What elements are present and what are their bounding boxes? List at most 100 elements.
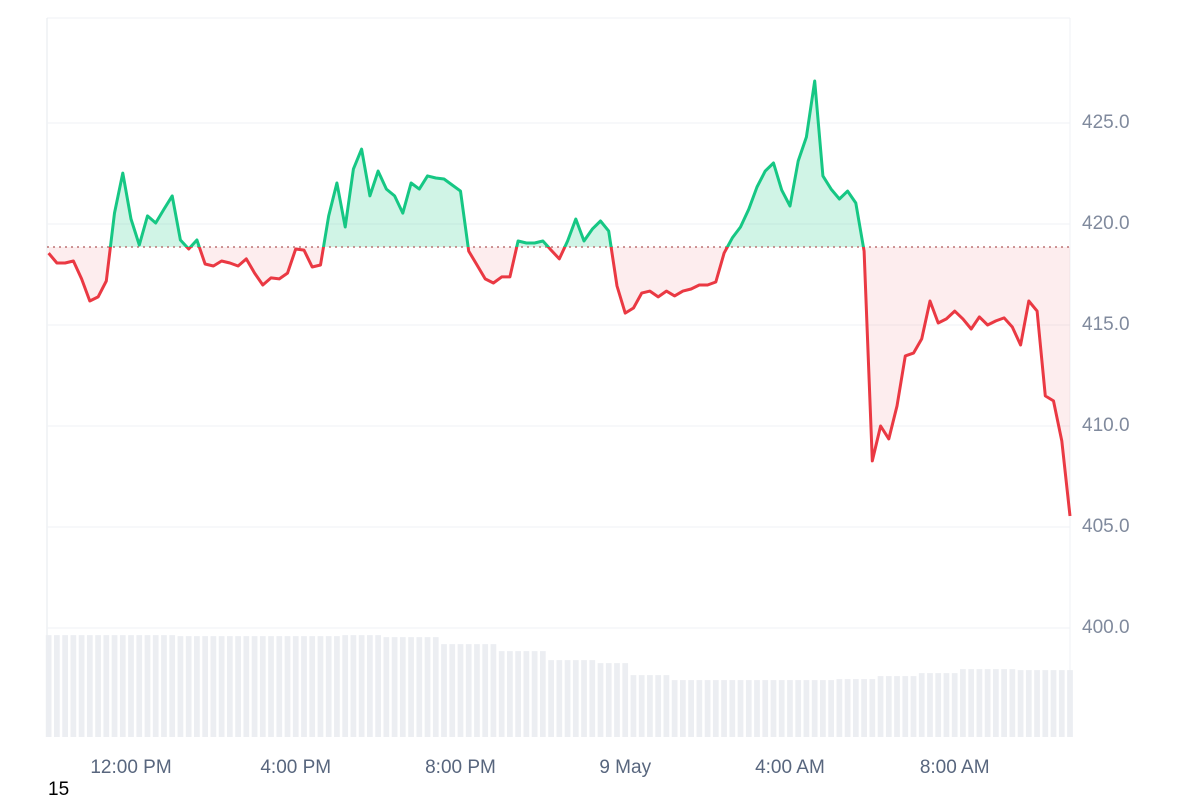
volume-bar [334,636,340,737]
y-tick-label: 425.0 [1082,112,1130,133]
volume-bar [54,635,60,737]
volume-bar [712,680,719,737]
volume-bar [350,635,357,737]
volume-bar [70,635,77,737]
volume-bar [589,660,596,737]
volume-bar [984,669,991,737]
volume-bar [424,637,431,737]
volume-bar [638,675,645,737]
volume-bar [836,679,843,737]
volume-bar [457,644,464,737]
volume-bar [696,680,703,737]
volume-bar [367,635,373,737]
volume-bar [655,675,662,737]
volume-bar [820,680,826,737]
volume-bar [885,676,892,737]
volume-bar [935,673,942,737]
volume-bar [894,676,900,737]
volume-bar [515,651,522,737]
volume-bar [729,680,736,737]
volume-bar [169,635,176,737]
volume-bar [226,636,233,737]
volume-bar [276,636,283,737]
volume-bar [688,680,694,737]
volume-bar [539,651,546,737]
volume-bar [762,680,769,737]
volume-bar [630,675,637,737]
volume-bar [960,669,966,737]
volume-bar [202,636,209,737]
y-tick-label: 420.0 [1082,213,1130,234]
y-tick-label: 405.0 [1082,516,1130,537]
volume-bar [152,635,159,737]
volume-bar [1050,670,1057,737]
volume-bar [301,636,307,737]
volume-bar [581,660,587,737]
volume-bar [161,635,167,737]
volume-bar [1067,670,1073,737]
volume-bar [737,680,744,737]
volume-bar [721,680,727,737]
volume-bar [1025,670,1032,737]
volume-bar [811,680,818,737]
volume-bar [869,679,876,737]
volume-bar [474,644,480,737]
volume-bar [564,660,571,737]
area-up [110,81,864,248]
x-tick-label: 12:00 PM [90,757,171,778]
volume-bar [177,636,184,737]
volume-bar [572,660,579,737]
volume-bar [317,636,324,737]
volume-bar [86,635,93,737]
volume-bar [358,635,365,737]
volume-bar [408,637,414,737]
volume-bar [391,637,398,737]
y-tick-label: 400.0 [1082,617,1130,638]
volume-bar [523,651,530,737]
volume-bar [803,680,810,737]
volume-bar [292,636,299,737]
volume-bar [770,680,777,737]
volume-bar [597,663,604,737]
volume-bar [441,644,447,737]
volume-bar [235,636,241,737]
volume-bar [1058,670,1065,737]
volume-bar [375,635,381,737]
x-tick-label: 8:00 AM [920,757,990,778]
volume-bar [704,680,711,737]
volume-bar [548,660,554,737]
volume-bar [465,644,472,737]
volume-bar [844,679,851,737]
footer-text: 15 [48,779,69,800]
x-tick-label: 4:00 PM [260,757,331,778]
volume-bar [605,663,612,737]
volume-bar [194,636,200,737]
volume-bar [976,669,983,737]
volume-bar [432,637,439,737]
volume-bar [111,635,118,737]
y-tick-label: 410.0 [1082,415,1130,436]
volume-bar [490,644,497,737]
volume-bar [1001,669,1007,737]
volume-bar [951,673,958,737]
volume-bar [993,669,999,737]
volume-bar [902,676,909,737]
y-tick-label: 415.0 [1082,314,1130,335]
volume-bar [1034,670,1040,737]
volume-bar [861,679,867,737]
volume-bar [671,680,678,737]
volume-bar [325,636,332,737]
volume-bar [614,663,620,737]
x-tick-label: 8:00 PM [425,757,496,778]
volume-bar [828,680,834,737]
volume-bar [647,675,653,737]
x-tick-label: 9 May [599,757,651,778]
volume-bar [622,663,629,737]
volume-bar [1042,670,1049,737]
volume-bar [910,676,917,737]
volume-bar [383,637,390,737]
volume-bar [877,676,884,737]
volume-bar [663,675,670,737]
x-tick-label: 4:00 AM [755,757,825,778]
volume-bar [268,636,274,737]
